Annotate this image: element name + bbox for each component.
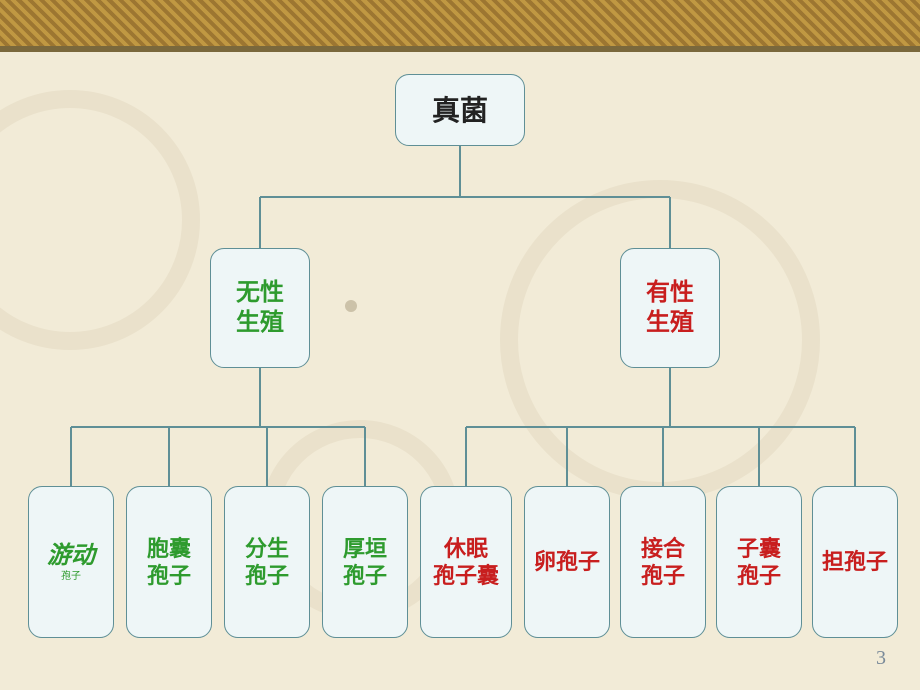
tree-node-l4: 厚垣 孢子 [322,486,408,638]
diagram-canvas: 真菌无性 生殖 有性 生殖游动孢子胞囊 孢子分生 孢子厚垣 孢子休眠 孢子囊卵孢子… [0,0,920,690]
tree-node-root: 真菌 [395,74,525,146]
tree-node-l5: 休眠 孢子囊 [420,486,512,638]
tree-node-l1: 游动孢子 [28,486,114,638]
tree-node-l7: 接合 孢子 [620,486,706,638]
tree-node-l8: 子囊 孢子 [716,486,802,638]
tree-node-sexual: 有性 生殖 [620,248,720,368]
tree-node-l9: 担孢子 [812,486,898,638]
tree-node-l6: 卵孢子 [524,486,610,638]
tree-node-asexual: 无性 生殖 [210,248,310,368]
tree-node-l2: 胞囊 孢子 [126,486,212,638]
tree-node-l3: 分生 孢子 [224,486,310,638]
page-number: 3 [876,647,886,670]
